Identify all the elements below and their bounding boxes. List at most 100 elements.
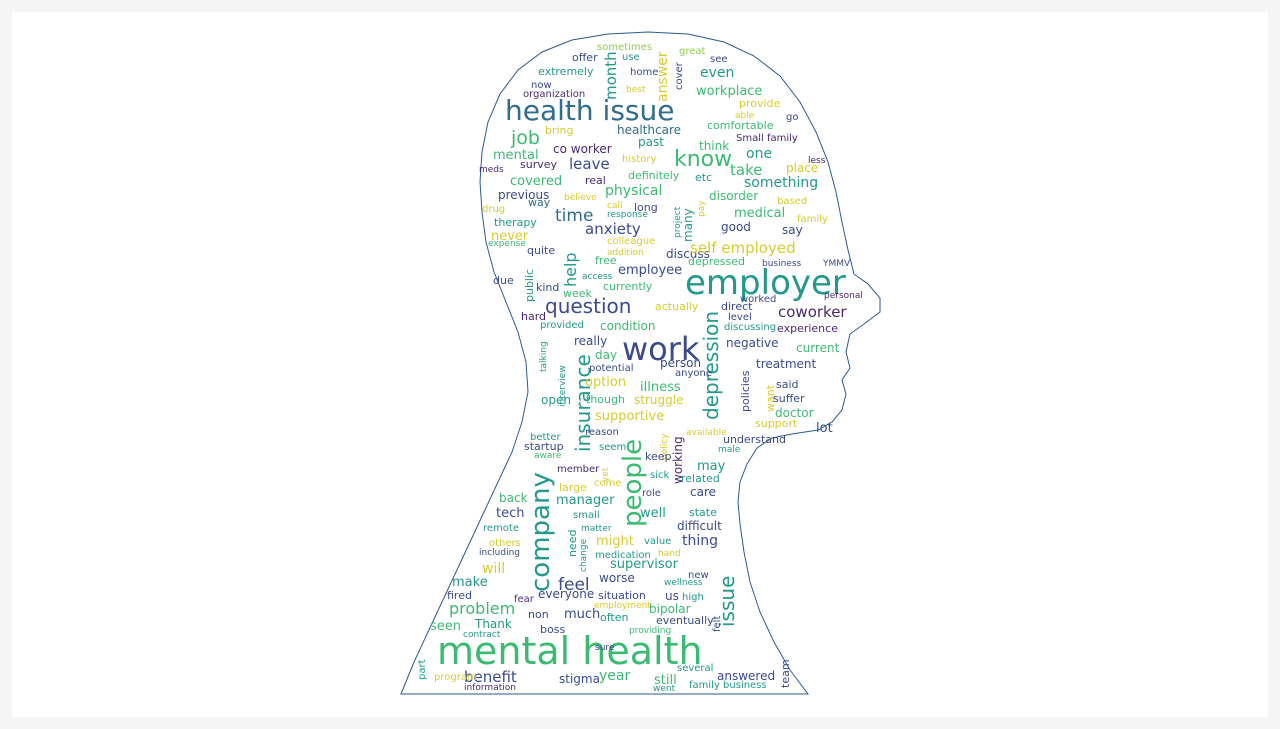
word-leave: leave [569, 155, 610, 173]
word-new: new [688, 570, 709, 581]
word-remote: remote [483, 523, 519, 534]
word-us: us [665, 589, 679, 603]
word-several: several [677, 663, 713, 674]
word-less: less [808, 156, 826, 166]
words-layer: sometimes great offer use see extremely home co… [417, 42, 863, 694]
word-now: now [531, 80, 552, 91]
word-benefit: benefit [464, 668, 517, 686]
word-fear: fear [514, 594, 535, 605]
word-hand: hand [658, 549, 681, 559]
word-month: month [602, 51, 620, 100]
word-cloud-panel: sometimes great offer use see extremely home co… [12, 12, 1268, 717]
word-interview: interview [558, 365, 568, 407]
word-related: related [681, 472, 720, 485]
word-response: response [607, 210, 648, 220]
word-sure: sure [595, 643, 615, 653]
word-organization: organization [523, 89, 585, 100]
word-colleague: colleague [607, 236, 655, 247]
word-quite: quite [527, 244, 555, 257]
word-based: based [777, 196, 807, 207]
word-treatment: treatment [756, 357, 816, 371]
word-employment: employment [594, 601, 651, 611]
word-negative: negative [726, 336, 778, 350]
word-offer: offer [572, 51, 598, 64]
head-silhouette-outline [400, 31, 881, 695]
word-information: information [464, 683, 516, 693]
word-current: current [796, 341, 840, 355]
word-come: come [594, 478, 622, 489]
word-ymmv: YMMV [822, 259, 851, 269]
word-employer: employer [685, 263, 846, 303]
word-access: access [582, 272, 613, 282]
word-thank: Thank [474, 617, 512, 631]
word-anxiety: anxiety [585, 220, 641, 238]
word-definitely: definitely [628, 169, 680, 182]
word-feel: feel [558, 575, 590, 595]
word-make: make [452, 575, 488, 590]
word-way: way [528, 196, 551, 209]
word-place: place [786, 161, 818, 175]
word-hard: hard [521, 310, 546, 323]
word-bring: bring [545, 124, 574, 137]
word-use: use [622, 52, 640, 63]
word-etc: etc [695, 171, 712, 184]
word-change: change [579, 538, 589, 572]
word-answered: answered [717, 669, 775, 683]
word-self-employed: self employed [690, 239, 796, 257]
word-due: due [493, 274, 514, 287]
word-business: business [762, 259, 802, 269]
word-sick: sick [650, 470, 669, 481]
word-option: option [585, 375, 626, 390]
word-level: level [728, 312, 752, 323]
word-pay: pay [697, 200, 707, 217]
word-go: go [786, 112, 798, 123]
word-answer: answer [655, 51, 671, 102]
word-mental-health: mental health [437, 629, 703, 673]
word-people: people [618, 439, 648, 527]
word-depressed: depressed [688, 255, 745, 268]
word-medication: medication [595, 550, 651, 561]
word-really: really [574, 334, 607, 348]
word-best: best [626, 85, 646, 95]
word-state: state [689, 506, 717, 519]
word-depression: depression [699, 311, 723, 420]
word-something: something [744, 175, 818, 191]
word-well: well [640, 506, 666, 521]
word-healthcare: healthcare [617, 123, 681, 137]
word-team: team [779, 659, 792, 688]
word-bipolar: bipolar [649, 602, 691, 616]
word-discuss: discuss [666, 247, 710, 261]
word-supervisor: supervisor [610, 557, 679, 572]
word-time: time [555, 206, 593, 226]
word-extremely: extremely [538, 65, 594, 78]
word-member: member [557, 464, 600, 475]
word-care: care [690, 485, 716, 499]
word-sometimes: sometimes [597, 42, 652, 53]
word-currently: currently [603, 280, 653, 293]
word-though: though [586, 393, 625, 406]
word-provided: provided [540, 320, 584, 331]
word-small-family: Small family [736, 133, 798, 144]
word-public: public [523, 269, 536, 302]
word-much: much [564, 607, 600, 622]
word-suffer: suffer [773, 392, 805, 405]
word-want: want [764, 384, 777, 412]
word-experience: experience [777, 322, 838, 335]
word-workplace: workplace [696, 84, 762, 99]
word-year: year [599, 668, 630, 684]
word-week: week [563, 287, 593, 300]
word-support: support [755, 417, 798, 430]
word-drug: drug [482, 204, 505, 215]
word-available: available [686, 428, 727, 438]
word-job: job [510, 127, 540, 149]
word-supportive: supportive [595, 409, 664, 424]
word-coworker: coworker [778, 303, 847, 321]
word-help: help [561, 252, 580, 287]
word-including: including [479, 548, 520, 558]
word-know: know [674, 147, 732, 172]
word-project: project [673, 206, 683, 238]
word-high: high [682, 592, 704, 603]
word-providing: providing [629, 626, 671, 636]
word-worked: worked [740, 294, 776, 305]
word-working: working [671, 436, 685, 484]
